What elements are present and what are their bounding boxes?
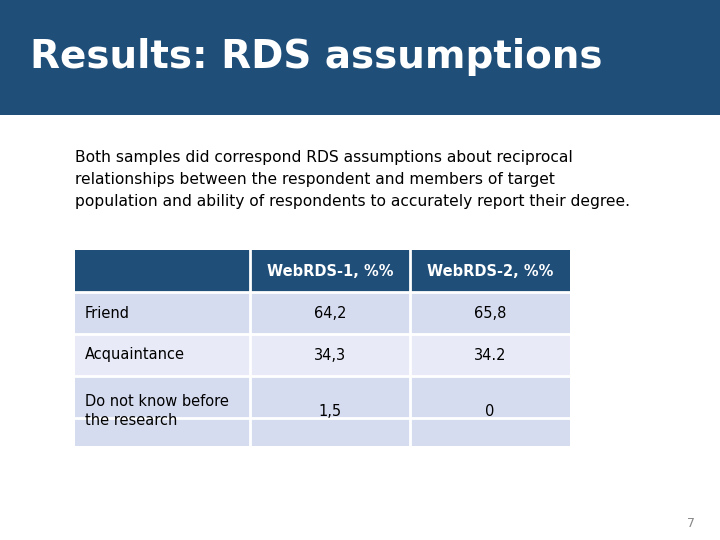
Bar (0, 0, 720, 115)
Text: Acquaintance: Acquaintance (85, 348, 185, 362)
Bar (250, 334, 410, 376)
Text: Results: RDS assumptions: Results: RDS assumptions (30, 38, 603, 77)
Bar (75, 250, 250, 292)
Bar (410, 292, 570, 334)
Bar (75, 376, 250, 446)
Text: Do not know before
the research: Do not know before the research (85, 394, 229, 428)
Text: 65,8: 65,8 (474, 306, 506, 321)
Text: 34.2: 34.2 (474, 348, 506, 362)
Text: 1,5: 1,5 (318, 403, 341, 418)
Text: WebRDS-1, %%: WebRDS-1, %% (266, 264, 393, 279)
Text: Both samples did correspond RDS assumptions about reciprocal
relationships betwe: Both samples did correspond RDS assumpti… (75, 150, 630, 210)
Text: 7: 7 (687, 517, 695, 530)
Bar (410, 334, 570, 376)
Text: WebRDS-2, %%: WebRDS-2, %% (427, 264, 553, 279)
Bar (250, 292, 410, 334)
Text: 34,3: 34,3 (314, 348, 346, 362)
Bar (250, 376, 410, 446)
Bar (75, 292, 250, 334)
Text: 64,2: 64,2 (314, 306, 346, 321)
Bar (75, 334, 250, 376)
Text: 0: 0 (485, 403, 495, 418)
Bar (410, 376, 570, 446)
Bar (410, 250, 570, 292)
Bar (250, 250, 410, 292)
Text: Friend: Friend (85, 306, 130, 321)
